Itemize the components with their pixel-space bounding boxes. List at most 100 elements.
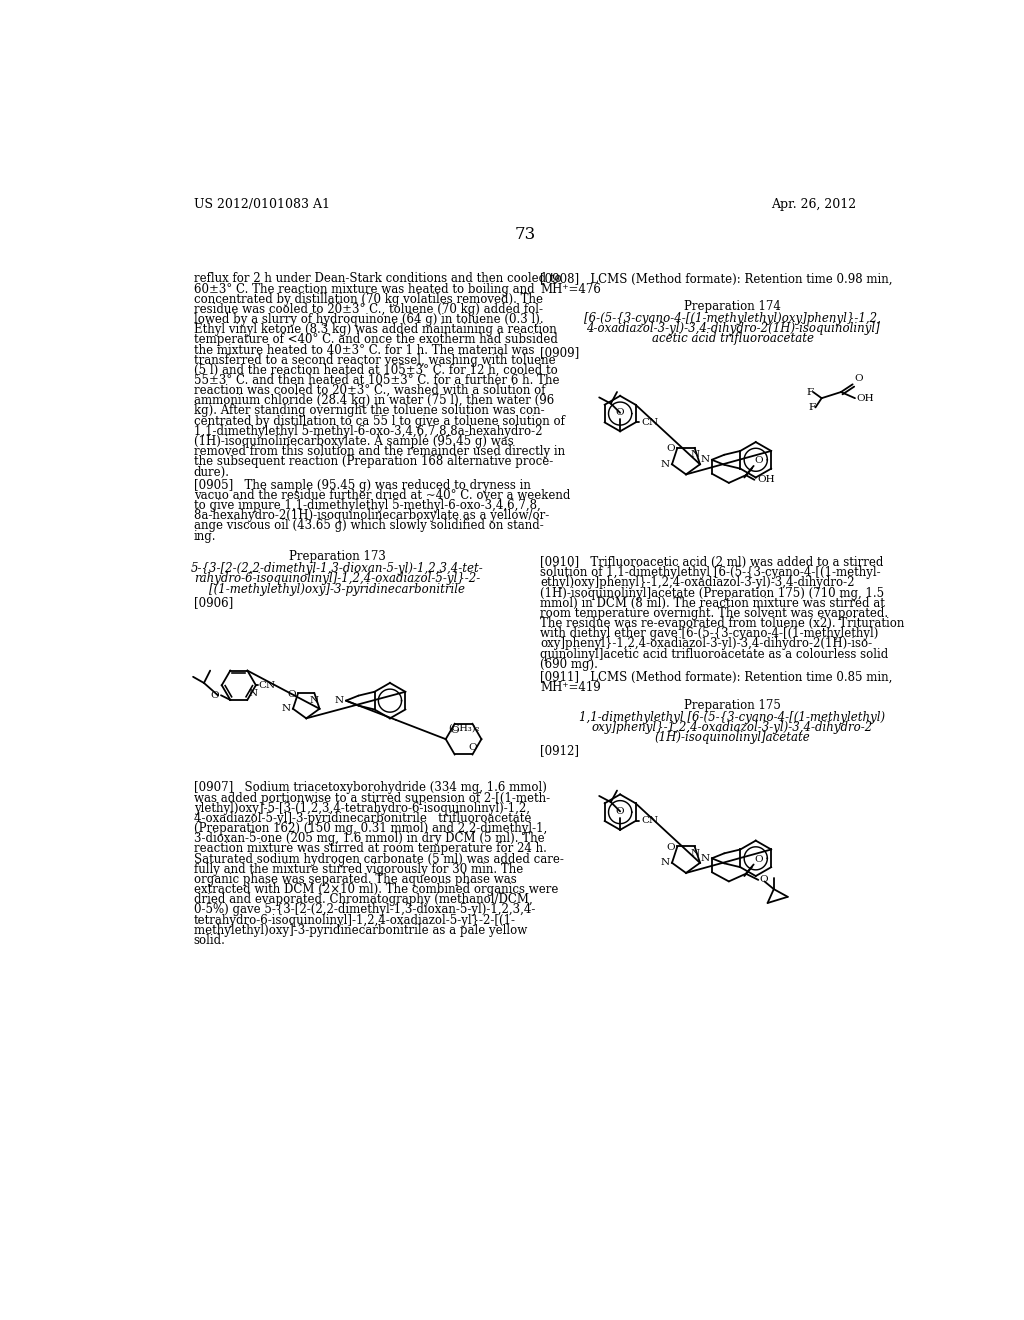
Text: [0910]   Trifluoroacetic acid (2 ml) was added to a stirred: [0910] Trifluoroacetic acid (2 ml) was a… xyxy=(541,556,884,569)
Text: centrated by distillation to ca 55 l to give a toluene solution of: centrated by distillation to ca 55 l to … xyxy=(194,414,565,428)
Text: CN: CN xyxy=(642,418,658,426)
Text: solution of 1,1-dimethylethyl [6-(5-{3-cyano-4-[(1-methyl-: solution of 1,1-dimethylethyl [6-(5-{3-c… xyxy=(541,566,881,579)
Text: N: N xyxy=(660,459,670,469)
Text: OH: OH xyxy=(856,393,874,403)
Text: ing.: ing. xyxy=(194,529,216,543)
Text: (1H)-isoquinolinyl]acetate (Preparation 175) (710 mg, 1.5: (1H)-isoquinolinyl]acetate (Preparation … xyxy=(541,586,885,599)
Text: was added portionwise to a stirred supension of 2-[(1-meth-: was added portionwise to a stirred supen… xyxy=(194,792,550,805)
Text: kg). After standing overnight the toluene solution was con-: kg). After standing overnight the toluen… xyxy=(194,404,545,417)
Text: Preparation 173: Preparation 173 xyxy=(289,550,386,564)
Text: ylethyl)oxy]-5-[3-(1,2,3,4-tetrahydro-6-isoquinolinyl)-1,2,: ylethyl)oxy]-5-[3-(1,2,3,4-tetrahydro-6-… xyxy=(194,801,529,814)
Text: the subsequent reaction (Preparation 168 alternative proce-: the subsequent reaction (Preparation 168… xyxy=(194,455,553,469)
Text: ange viscous oil (43.65 g) which slowly solidified on stand-: ange viscous oil (43.65 g) which slowly … xyxy=(194,519,544,532)
Text: O: O xyxy=(615,408,625,417)
Text: rahydro-6-isoquinolinyl]-1,2,4-oxadiazol-5-yl}-2-: rahydro-6-isoquinolinyl]-1,2,4-oxadiazol… xyxy=(195,573,480,585)
Text: tetrahydro-6-isoquinolinyl]-1,2,4-oxadiazol-5-yl}-2-[(1-: tetrahydro-6-isoquinolinyl]-1,2,4-oxadia… xyxy=(194,913,516,927)
Text: removed from this solution and the remainder used directly in: removed from this solution and the remai… xyxy=(194,445,565,458)
Text: N: N xyxy=(690,849,699,858)
Text: CN: CN xyxy=(642,817,658,825)
Text: O: O xyxy=(667,842,675,851)
Text: (1H)-isoquinolinecarboxylate. A sample (95.45 g) was: (1H)-isoquinolinecarboxylate. A sample (… xyxy=(194,436,514,447)
Text: ammonium chloride (28.4 kg) in water (75 l), then water (96: ammonium chloride (28.4 kg) in water (75… xyxy=(194,395,554,408)
Text: O: O xyxy=(854,374,863,383)
Text: the mixture heated to 40±3° C. for 1 h. The material was: the mixture heated to 40±3° C. for 1 h. … xyxy=(194,343,535,356)
Text: [0909]: [0909] xyxy=(541,346,580,359)
Text: N: N xyxy=(700,854,710,863)
Text: 3-dioxan-5-one (205 mg, 1.6 mmol) in dry DCM (5 ml). The: 3-dioxan-5-one (205 mg, 1.6 mmol) in dry… xyxy=(194,833,545,845)
Text: (CH₃)₂: (CH₃)₂ xyxy=(447,723,479,733)
Text: N: N xyxy=(249,689,258,698)
Text: room temperature overnight. The solvent was evaporated.: room temperature overnight. The solvent … xyxy=(541,607,889,620)
Text: N: N xyxy=(700,455,710,465)
Text: transferred to a second reactor vessel, washing with toluene: transferred to a second reactor vessel, … xyxy=(194,354,555,367)
Text: quinolinyl]acetic acid trifluoroacetate as a colourless solid: quinolinyl]acetic acid trifluoroacetate … xyxy=(541,648,889,660)
Text: concentrated by distillation (70 kg volatiles removed). The: concentrated by distillation (70 kg vola… xyxy=(194,293,543,306)
Text: MH⁺=419: MH⁺=419 xyxy=(541,681,601,694)
Text: N: N xyxy=(282,705,291,713)
Text: O: O xyxy=(615,807,625,816)
Text: mmol) in DCM (8 ml). The reaction mixture was stirred at: mmol) in DCM (8 ml). The reaction mixtur… xyxy=(541,597,885,610)
Text: N: N xyxy=(310,696,319,705)
Text: oxy]phenyl}-1,2,4-oxadiazol-3-yl)-3,4-dihydro-2(1H)-iso-: oxy]phenyl}-1,2,4-oxadiazol-3-yl)-3,4-di… xyxy=(541,638,872,651)
Text: US 2012/0101083 A1: US 2012/0101083 A1 xyxy=(194,198,330,211)
Text: O: O xyxy=(451,726,459,735)
Text: [6-(5-{3-cyano-4-[(1-methylethyl)oxy]phenyl}-1,2,: [6-(5-{3-cyano-4-[(1-methylethyl)oxy]phe… xyxy=(584,312,881,325)
Text: fully and the mixture stirred vigorously for 30 min. The: fully and the mixture stirred vigorously… xyxy=(194,863,523,875)
Text: O: O xyxy=(667,445,675,453)
Text: extracted with DCM (2×10 ml). The combined organics were: extracted with DCM (2×10 ml). The combin… xyxy=(194,883,558,896)
Text: [0906]: [0906] xyxy=(194,595,233,609)
Text: O: O xyxy=(755,457,763,465)
Text: OH: OH xyxy=(758,475,775,484)
Text: with diethyl ether gave [6-(5-{3-cyano-4-[(1-methylethyl): with diethyl ether gave [6-(5-{3-cyano-4… xyxy=(541,627,879,640)
Text: vacuo and the residue further dried at ~40° C. over a weekend: vacuo and the residue further dried at ~… xyxy=(194,488,570,502)
Text: 73: 73 xyxy=(514,226,536,243)
Text: [0905]   The sample (95.45 g) was reduced to dryness in: [0905] The sample (95.45 g) was reduced … xyxy=(194,479,530,492)
Text: (5 l) and the reaction heated at 105±3° C. for 12 h, cooled to: (5 l) and the reaction heated at 105±3° … xyxy=(194,364,558,376)
Text: [0908]   LCMS (Method formate): Retention time 0.98 min,: [0908] LCMS (Method formate): Retention … xyxy=(541,272,893,285)
Text: 1,1-dimethylethyl 5-methyl-6-oxo-3,4,6,7,8,8a-hexahydro-2: 1,1-dimethylethyl 5-methyl-6-oxo-3,4,6,7… xyxy=(194,425,543,438)
Text: (1H)-isoquinolinyl]acetate: (1H)-isoquinolinyl]acetate xyxy=(654,731,810,744)
Text: lowed by a slurry of hydroquinone (64 g) in toluene (0.3 l).: lowed by a slurry of hydroquinone (64 g)… xyxy=(194,313,544,326)
Text: 0-5%) gave 5-{3-[2-(2,2-dimethyl-1,3-dioxan-5-yl)-1,2,3,4-: 0-5%) gave 5-{3-[2-(2,2-dimethyl-1,3-dio… xyxy=(194,903,536,916)
Text: Preparation 174: Preparation 174 xyxy=(684,301,781,313)
Text: N: N xyxy=(335,696,344,705)
Text: ethyl)oxy]phenyl}-1,2,4-oxadiazol-3-yl)-3,4-dihydro-2: ethyl)oxy]phenyl}-1,2,4-oxadiazol-3-yl)-… xyxy=(541,577,855,589)
Text: Apr. 26, 2012: Apr. 26, 2012 xyxy=(771,198,856,211)
Text: organic phase was separated. The aqueous phase was: organic phase was separated. The aqueous… xyxy=(194,873,517,886)
Text: reaction was cooled to 20±3° C., washed with a solution of: reaction was cooled to 20±3° C., washed … xyxy=(194,384,546,397)
Text: O: O xyxy=(760,875,768,884)
Text: Preparation 175: Preparation 175 xyxy=(684,700,781,711)
Text: MH⁺=476: MH⁺=476 xyxy=(541,282,601,296)
Text: CN: CN xyxy=(258,681,275,690)
Text: [0912]: [0912] xyxy=(541,744,580,758)
Text: N: N xyxy=(660,858,670,867)
Text: dried and evaporated. Chromatography (methanol/DCM,: dried and evaporated. Chromatography (me… xyxy=(194,894,532,907)
Text: to give impure 1,1-dimethylethyl 5-methyl-6-oxo-3,4,6,7,8,: to give impure 1,1-dimethylethyl 5-methy… xyxy=(194,499,541,512)
Text: 60±3° C. The reaction mixture was heated to boiling and: 60±3° C. The reaction mixture was heated… xyxy=(194,282,535,296)
Text: [0911]   LCMS (Method formate): Retention time 0.85 min,: [0911] LCMS (Method formate): Retention … xyxy=(541,671,893,684)
Text: Ethyl vinyl ketone (8.3 kg) was added maintaining a reaction: Ethyl vinyl ketone (8.3 kg) was added ma… xyxy=(194,323,557,337)
Text: (Preparation 162) (150 mg, 0.31 mmol) and 2,2-dimethyl-1,: (Preparation 162) (150 mg, 0.31 mmol) an… xyxy=(194,822,547,836)
Text: [0907]   Sodium triacetoxyborohydride (334 mg, 1.6 mmol): [0907] Sodium triacetoxyborohydride (334… xyxy=(194,781,547,795)
Text: reaction mixture was stirred at room temperature for 24 h.: reaction mixture was stirred at room tem… xyxy=(194,842,547,855)
Text: 55±3° C. and then heated at 105±3° C. for a further 6 h. The: 55±3° C. and then heated at 105±3° C. fo… xyxy=(194,374,559,387)
Text: O: O xyxy=(468,743,477,752)
Text: temperature of <40° C. and once the exotherm had subsided: temperature of <40° C. and once the exot… xyxy=(194,334,558,346)
Text: 5-{3-[2-(2,2-dimethyl-1,3-dioxan-5-yl)-1,2,3,4-tet-: 5-{3-[2-(2,2-dimethyl-1,3-dioxan-5-yl)-1… xyxy=(190,562,483,576)
Text: O: O xyxy=(287,689,296,698)
Text: dure).: dure). xyxy=(194,466,229,478)
Text: 8a-hexahydro-2(1H)-isoquinolinecarboxylate as a yellow/or-: 8a-hexahydro-2(1H)-isoquinolinecarboxyla… xyxy=(194,510,549,523)
Text: oxy]phenyl}-1,2,4-oxadiazol-3-yl)-3,4-dihydro-2: oxy]phenyl}-1,2,4-oxadiazol-3-yl)-3,4-di… xyxy=(592,721,873,734)
Text: reflux for 2 h under Dean-Stark conditions and then cooled to: reflux for 2 h under Dean-Stark conditio… xyxy=(194,272,561,285)
Text: acetic acid trifluoroacetate: acetic acid trifluoroacetate xyxy=(651,333,813,346)
Text: methylethyl)oxy]-3-pyridinecarbonitrile as a pale yellow: methylethyl)oxy]-3-pyridinecarbonitrile … xyxy=(194,924,527,937)
Text: residue was cooled to 20±3° C., toluene (70 kg) added fol-: residue was cooled to 20±3° C., toluene … xyxy=(194,302,543,315)
Text: F: F xyxy=(809,403,816,412)
Text: F: F xyxy=(807,388,813,396)
Text: The residue was re-evaporated from toluene (x2). Trituration: The residue was re-evaporated from tolue… xyxy=(541,616,904,630)
Text: solid.: solid. xyxy=(194,935,225,946)
Text: N: N xyxy=(690,450,699,459)
Text: O: O xyxy=(755,855,763,863)
Text: (690 mg).: (690 mg). xyxy=(541,657,598,671)
Text: O: O xyxy=(210,690,219,700)
